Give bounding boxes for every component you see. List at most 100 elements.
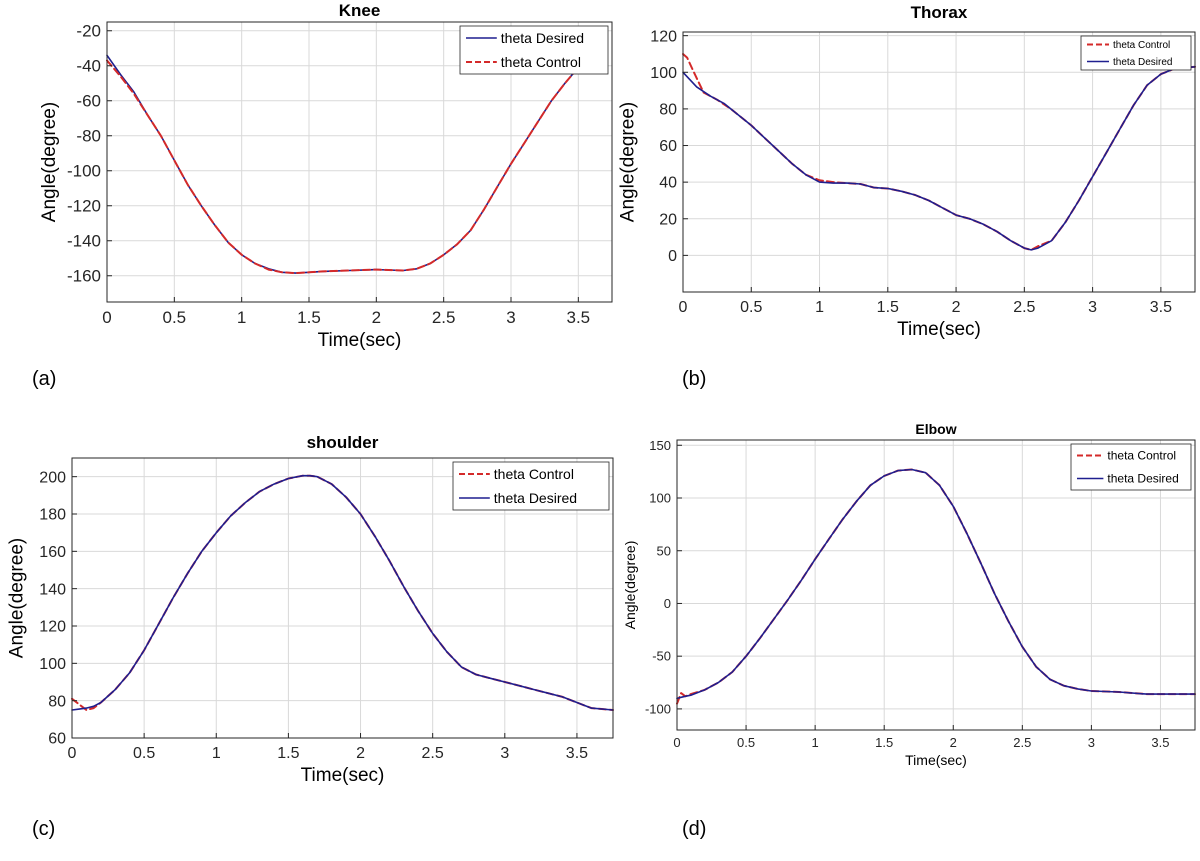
y-tick-label: 60 (659, 138, 677, 155)
x-tick-label: 0.5 (133, 745, 155, 762)
chart-title: Knee (339, 1, 381, 20)
chart-title: Thorax (911, 3, 968, 22)
y-tick-label: -120 (67, 197, 101, 216)
axes-box (682, 31, 1196, 293)
panel-label-b: (b) (682, 368, 707, 390)
x-tick-label: 2.5 (1013, 735, 1031, 750)
y-tick-label: 40 (659, 175, 677, 192)
legend-label: theta Control (501, 54, 581, 70)
y-tick-label: 80 (48, 693, 66, 710)
x-tick-label: 1.5 (877, 299, 899, 316)
legend-box (459, 25, 609, 75)
x-tick-label: 1 (815, 299, 824, 316)
y-tick-label: 150 (649, 438, 671, 453)
x-tick-label: 1 (237, 308, 246, 327)
series-line-theta-desired (676, 468, 1196, 700)
x-tick-label: 1.5 (875, 735, 893, 750)
x-tick-label: 1 (212, 745, 221, 762)
x-tick-label: 3.5 (1151, 735, 1169, 750)
x-tick-label: 2 (372, 308, 381, 327)
x-tick-label: 0 (102, 308, 111, 327)
x-axis-label: Time(sec) (301, 765, 385, 786)
y-tick-label: -50 (652, 649, 671, 664)
legend: theta Control theta Desired (452, 461, 610, 511)
x-tick-label: 3.5 (566, 745, 588, 762)
x-tick-label: 3 (506, 308, 515, 327)
y-tick-label: 20 (659, 211, 677, 228)
y-tick-label: 200 (39, 469, 66, 486)
y-tick-label: 160 (39, 544, 66, 561)
chart-title: shoulder (307, 433, 379, 452)
y-tick-label: 0 (668, 248, 677, 265)
x-axis-label: Time(sec) (318, 330, 402, 351)
legend: theta Control theta Desired (1070, 443, 1192, 491)
legend-label: theta Control (494, 466, 574, 482)
axes-box (106, 21, 613, 303)
x-tick-label: 2 (356, 745, 365, 762)
legend-label: theta Desired (1107, 472, 1178, 486)
y-tick-label: 180 (39, 507, 66, 524)
y-tick-label: -20 (76, 22, 101, 41)
x-tick-label: 3 (1088, 299, 1097, 316)
axes-box (676, 439, 1196, 731)
chart-title: Elbow (915, 421, 956, 437)
y-tick-label: -60 (76, 92, 101, 111)
x-tick-label: 0.5 (740, 299, 762, 316)
shoulder-chart-panel: 0 0.5 1 1.5 2 2.5 3 3.5 60 80 100 120 140 160 180 200 sh… (0, 420, 620, 861)
knee-chart: 0 0.5 1 1.5 2 2.5 3 3.5 -160 -140 -120 -100 -80 -60 -4… (39, 1, 613, 351)
x-tick-label: 2 (950, 735, 957, 750)
y-tick-label: -80 (76, 127, 101, 146)
legend-box (1080, 35, 1192, 71)
x-tick-label: 0 (679, 299, 688, 316)
x-tick-label: 3.5 (567, 308, 591, 327)
y-tick-label: 140 (39, 581, 66, 598)
legend-label: theta Control (1113, 40, 1170, 51)
x-tick-label: 2.5 (432, 308, 456, 327)
plot-area (683, 32, 1195, 292)
y-axis-label: Angle(degree) (617, 102, 638, 222)
x-tick-label: 2 (952, 299, 961, 316)
legend-label: theta Desired (501, 30, 584, 46)
thorax-chart: 0 0.5 1 1.5 2 2.5 3 3.5 0 20 40 60 80 100 120 Thorax Tim… (617, 3, 1196, 340)
legend: theta Control theta Desired (1080, 35, 1192, 71)
y-tick-label: 100 (650, 65, 677, 82)
y-tick-label: -160 (67, 267, 101, 286)
y-tick-label: 100 (39, 656, 66, 673)
y-axis-label: Angle(degree) (39, 102, 60, 222)
y-tick-label: 80 (659, 102, 677, 119)
x-tick-label: 0 (673, 735, 680, 750)
y-tick-label: 60 (48, 731, 66, 748)
y-tick-label: 120 (39, 619, 66, 636)
y-tick-label: -140 (67, 232, 101, 251)
knee-chart-panel: 0 0.5 1 1.5 2 2.5 3 3.5 -160 -140 -120 -100 -80 -60 -4… (0, 0, 620, 400)
panel-label-c: (c) (32, 818, 56, 840)
x-axis-label: Time(sec) (897, 319, 981, 340)
y-tick-label: -40 (76, 57, 101, 76)
legend-box (452, 461, 610, 511)
legend-label: theta Desired (1113, 57, 1172, 68)
shoulder-chart: 0 0.5 1 1.5 2 2.5 3 3.5 60 80 100 120 140 160 180 200 sh… (6, 433, 614, 786)
x-axis-label: Time(sec) (905, 752, 967, 768)
series-line-theta-desired (682, 66, 1196, 251)
panel-label-a: (a) (32, 368, 57, 390)
y-tick-label: -100 (645, 701, 671, 716)
x-tick-label: 2.5 (1013, 299, 1035, 316)
axes-box (71, 457, 614, 739)
x-tick-label: 0.5 (737, 735, 755, 750)
elbow-chart: 0 0.5 1 1.5 2 2.5 3 3.5 -100 -50 0 50 100 150 Elbow Tim… (622, 421, 1196, 768)
elbow-chart-panel: 0 0.5 1 1.5 2 2.5 3 3.5 -100 -50 0 50 100 150 Elbow Tim… (612, 420, 1200, 861)
legend-box (1070, 443, 1192, 491)
x-tick-label: 0 (68, 745, 77, 762)
x-tick-label: 3.5 (1150, 299, 1172, 316)
legend-label: theta Desired (494, 490, 577, 506)
series-line-theta-desired (71, 474, 614, 711)
legend: theta Desired theta Control (459, 25, 609, 75)
y-tick-label: -100 (67, 162, 101, 181)
x-tick-label: 3 (1088, 735, 1095, 750)
x-tick-label: 1.5 (277, 745, 299, 762)
x-tick-label: 2.5 (422, 745, 444, 762)
y-tick-label: 100 (649, 491, 671, 506)
panel-label-d: (d) (682, 818, 707, 840)
y-axis-label: Angle(degree) (6, 538, 27, 658)
thorax-chart-panel: 0 0.5 1 1.5 2 2.5 3 3.5 0 20 40 60 80 100 120 Thorax Tim… (612, 0, 1200, 400)
